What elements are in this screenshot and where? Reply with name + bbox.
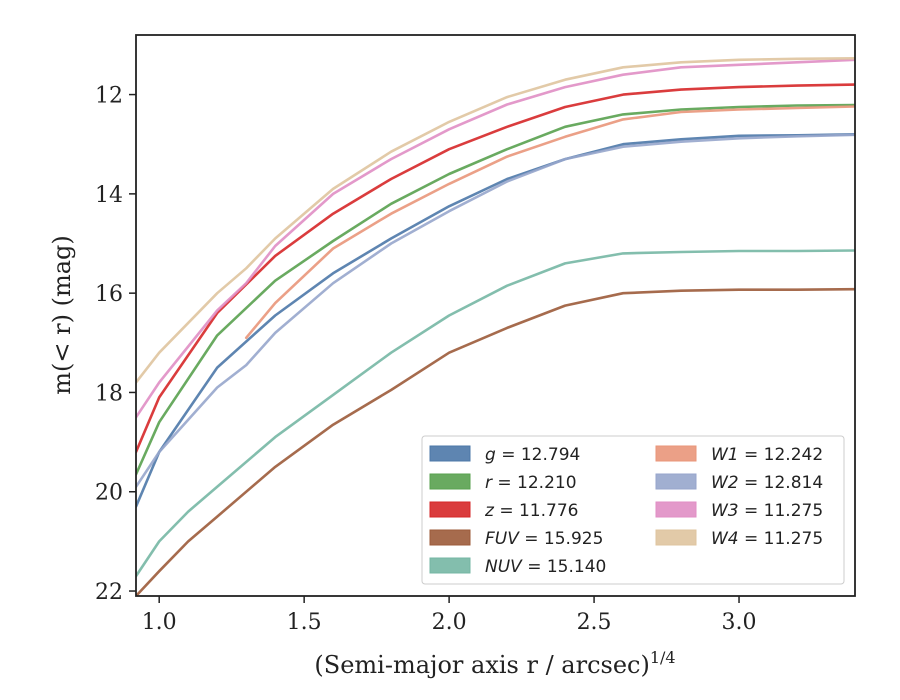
y-axis: 12 14 16 18 20 22 (95, 84, 136, 605)
legend-label: W4 = 11.275 (711, 529, 823, 549)
legend-box (421, 435, 845, 585)
curve-r (136, 103, 855, 476)
curve-nuv (136, 249, 855, 578)
curves-layer (136, 57, 855, 596)
x-axis-label-text: (Semi-major axis r / arcsec) (314, 651, 649, 679)
x-tick-label: 3.0 (722, 610, 757, 635)
legend-item-w3: W3 = 11.275 (655, 501, 823, 521)
legend-swatch (655, 501, 697, 518)
x-axis-label: (Semi-major axis r / arcsec)1/4 (314, 648, 675, 679)
curve-w4 (136, 57, 855, 384)
curve-z (136, 83, 855, 454)
legend-label: z = 11.776 (484, 501, 578, 521)
legend: g = 12.794 r = 12.210 z = 11.776 FUV = 15.9… (421, 435, 845, 585)
legend-label: W3 = 11.275 (711, 501, 823, 521)
legend-label: NUV = 15.140 (485, 557, 606, 577)
y-tick-label: 14 (95, 183, 123, 208)
legend-swatch (429, 501, 471, 518)
curve-w1 (244, 105, 855, 340)
legend-item-w1: W1 = 12.242 (655, 445, 823, 465)
y-tick-label: 16 (95, 282, 123, 307)
curve-g (136, 133, 855, 508)
legend-label: g = 12.794 (485, 445, 580, 465)
y-axis-label: m(< r) (mag) (48, 235, 76, 394)
x-tick-label: 2.5 (577, 610, 612, 635)
legend-swatch (655, 473, 697, 490)
legend-label: r = 12.210 (485, 473, 577, 493)
legend-item-w2: W2 = 12.814 (655, 473, 823, 493)
legend-label: W2 = 12.814 (711, 473, 823, 493)
y-tick-label: 22 (95, 580, 123, 605)
x-tick-label: 1.0 (142, 610, 177, 635)
legend-item-g: g = 12.794 (429, 445, 580, 465)
legend-item-nuv: NUV = 15.140 (429, 557, 606, 577)
legend-item-w4: W4 = 11.275 (655, 529, 823, 549)
curve-w3 (136, 58, 855, 419)
legend-item-z: z = 11.776 (429, 501, 578, 521)
legend-swatch (429, 557, 471, 574)
legend-swatch (429, 529, 471, 546)
y-tick-label: 12 (95, 84, 123, 109)
curve-fuv (136, 287, 855, 596)
legend-swatch (655, 445, 697, 462)
legend-swatch (429, 445, 471, 462)
legend-swatch (429, 473, 471, 490)
legend-items: g = 12.794 r = 12.210 z = 11.776 FUV = 15.9… (429, 445, 823, 577)
x-tick-label: 1.5 (287, 610, 322, 635)
curve-w2 (136, 133, 855, 489)
legend-item-fuv: FUV = 15.925 (429, 529, 603, 549)
legend-item-r: r = 12.210 (429, 473, 577, 493)
plot-frame (135, 34, 856, 597)
legend-label: W1 = 12.242 (711, 445, 823, 465)
y-tick-label: 18 (95, 381, 123, 406)
legend-label: FUV = 15.925 (485, 529, 603, 549)
x-axis-label-exponent: 1/4 (650, 648, 676, 667)
y-tick-label: 20 (95, 481, 123, 506)
x-axis: 1.0 1.5 2.0 2.5 3.0 (142, 596, 757, 635)
legend-swatch (655, 529, 697, 546)
x-tick-label: 2.0 (432, 610, 467, 635)
